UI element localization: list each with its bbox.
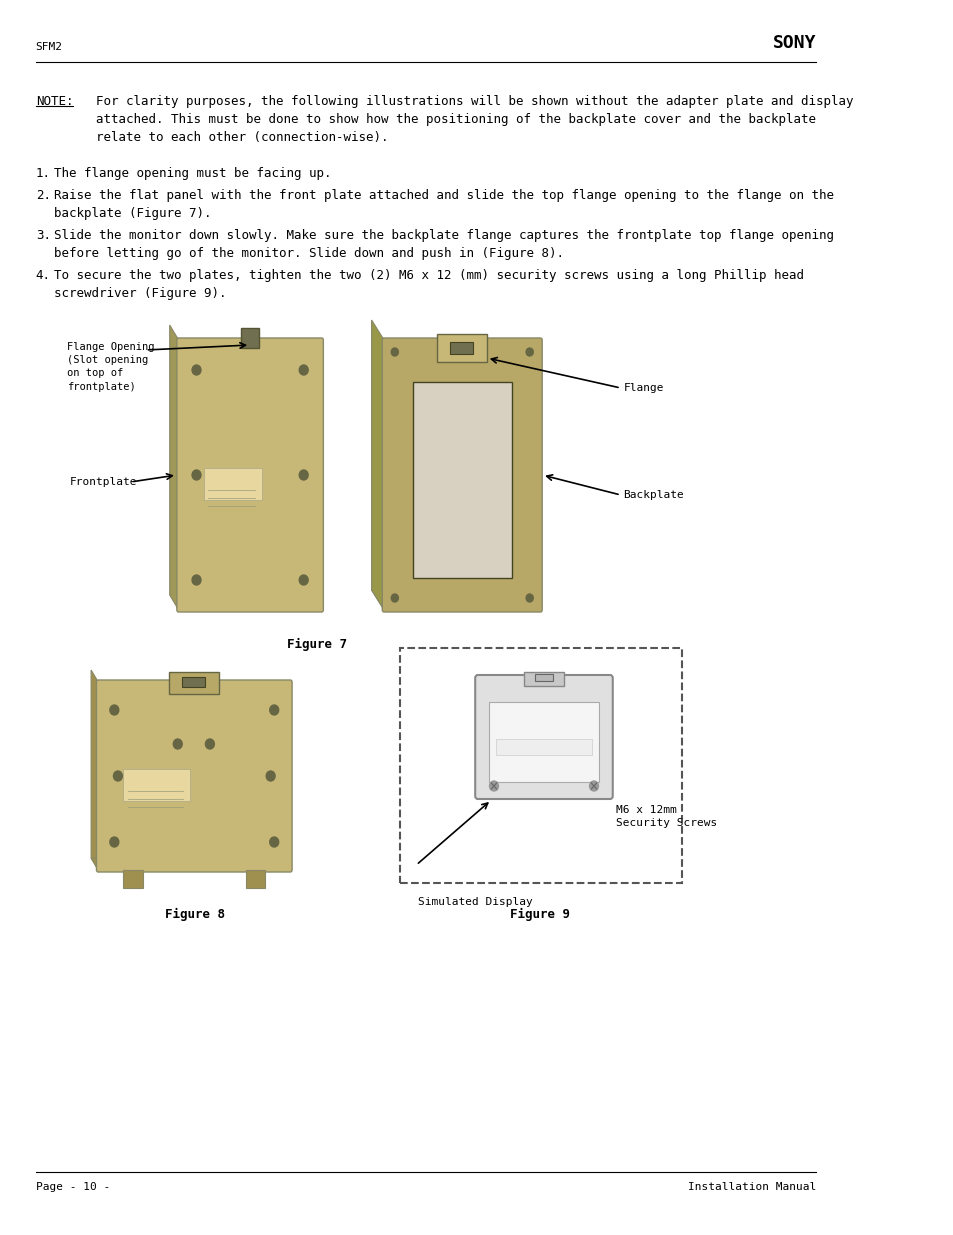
Polygon shape	[91, 858, 290, 869]
Text: 2.: 2.	[35, 189, 51, 203]
Bar	[241, 329, 259, 348]
Text: Slide the monitor down slowly. Make sure the backplate flange captures the front: Slide the monitor down slowly. Make sure…	[53, 228, 833, 261]
Text: 3.: 3.	[35, 228, 51, 242]
Text: 1.: 1.	[35, 167, 51, 180]
Circle shape	[391, 348, 398, 356]
FancyBboxPatch shape	[475, 676, 612, 799]
Circle shape	[299, 576, 308, 585]
Circle shape	[192, 471, 201, 480]
Text: To secure the two plates, tighten the two (2) M6 x 12 (mm) security screws using: To secure the two plates, tighten the tw…	[53, 269, 802, 300]
Circle shape	[192, 576, 201, 585]
FancyBboxPatch shape	[96, 680, 292, 872]
Bar	[399, 648, 680, 883]
Circle shape	[525, 348, 533, 356]
Circle shape	[299, 366, 308, 375]
Circle shape	[270, 705, 278, 715]
Polygon shape	[91, 671, 98, 869]
Circle shape	[173, 739, 182, 748]
Polygon shape	[372, 320, 384, 610]
Text: Backplate: Backplate	[623, 490, 683, 500]
Bar	[496, 739, 592, 755]
Text: Figure 7: Figure 7	[287, 638, 347, 651]
Circle shape	[489, 781, 497, 790]
Text: NOTE:: NOTE:	[35, 95, 73, 107]
Text: Frontplate: Frontplate	[70, 477, 137, 487]
Polygon shape	[372, 590, 539, 610]
Text: Raise the flat panel with the front plate attached and slide the top flange open: Raise the flat panel with the front plat…	[53, 189, 833, 220]
Circle shape	[110, 705, 119, 715]
Text: Installation Manual: Installation Manual	[687, 1182, 816, 1192]
Bar	[245, 869, 265, 888]
Circle shape	[270, 837, 278, 847]
Bar	[450, 342, 473, 354]
Circle shape	[589, 781, 598, 790]
Circle shape	[391, 594, 398, 601]
Text: The flange opening must be facing up.: The flange opening must be facing up.	[53, 167, 331, 180]
Bar	[182, 677, 205, 687]
Circle shape	[110, 837, 119, 847]
Text: Page - 10 -: Page - 10 -	[35, 1182, 110, 1192]
Circle shape	[113, 771, 122, 781]
Text: Figure 8: Figure 8	[165, 908, 225, 921]
Text: SONY: SONY	[772, 35, 816, 52]
FancyBboxPatch shape	[382, 338, 541, 613]
Bar	[169, 672, 218, 694]
Bar	[413, 382, 512, 578]
Circle shape	[192, 366, 201, 375]
Text: Flange Opening
(Slot opening
on top of
frontplate): Flange Opening (Slot opening on top of f…	[67, 342, 154, 391]
Text: Figure 9: Figure 9	[510, 908, 570, 921]
Circle shape	[299, 471, 308, 480]
Bar	[203, 468, 261, 500]
Text: 4.: 4.	[35, 269, 51, 282]
Circle shape	[205, 739, 214, 748]
Bar	[535, 674, 553, 680]
Text: Simulated Display: Simulated Display	[417, 897, 532, 906]
Bar	[524, 672, 563, 685]
Text: Flange: Flange	[623, 383, 663, 393]
Bar	[123, 869, 143, 888]
Text: M6 x 12mm
Security Screws: M6 x 12mm Security Screws	[616, 805, 717, 829]
Circle shape	[525, 594, 533, 601]
FancyBboxPatch shape	[176, 338, 323, 613]
Bar	[123, 769, 190, 802]
Circle shape	[266, 771, 274, 781]
Text: SFM2: SFM2	[35, 42, 63, 52]
Polygon shape	[170, 325, 178, 610]
Bar	[436, 333, 486, 362]
Bar	[488, 701, 598, 782]
Text: For clarity purposes, the following illustrations will be shown without the adap: For clarity purposes, the following illu…	[96, 95, 853, 144]
